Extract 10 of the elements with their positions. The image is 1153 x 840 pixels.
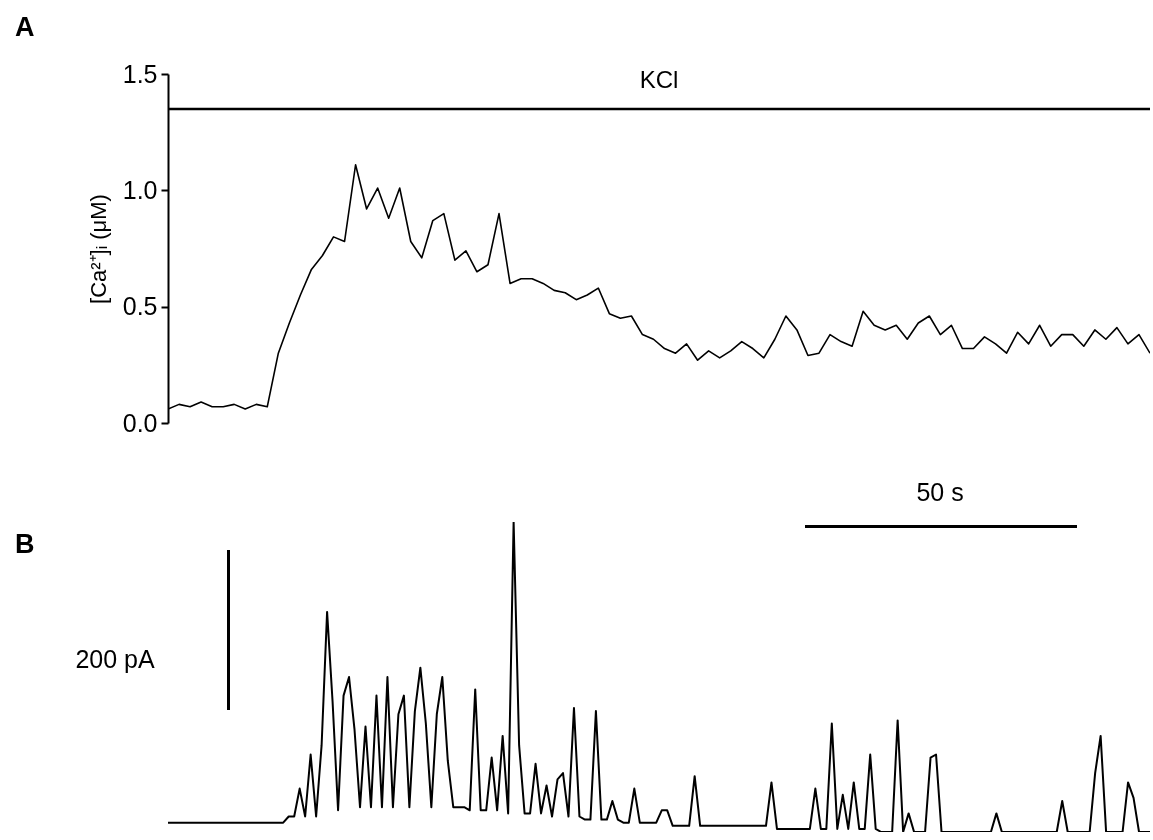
chart-title: B bbox=[15, 529, 35, 559]
y-tick-label: 0.0 bbox=[122, 408, 158, 437]
y-tick-label: 1.0 bbox=[122, 175, 158, 204]
text: 200 pA bbox=[75, 645, 155, 673]
y-tick-label: 0.5 bbox=[122, 292, 158, 321]
y-axis-title: [Ca²⁺]ᵢ (μM) bbox=[85, 194, 111, 304]
ref-line-label: KCl bbox=[639, 66, 679, 93]
y-tick-label: 1.5 bbox=[122, 59, 158, 88]
text: 50 s bbox=[916, 478, 964, 506]
chart-title: A bbox=[15, 12, 35, 42]
